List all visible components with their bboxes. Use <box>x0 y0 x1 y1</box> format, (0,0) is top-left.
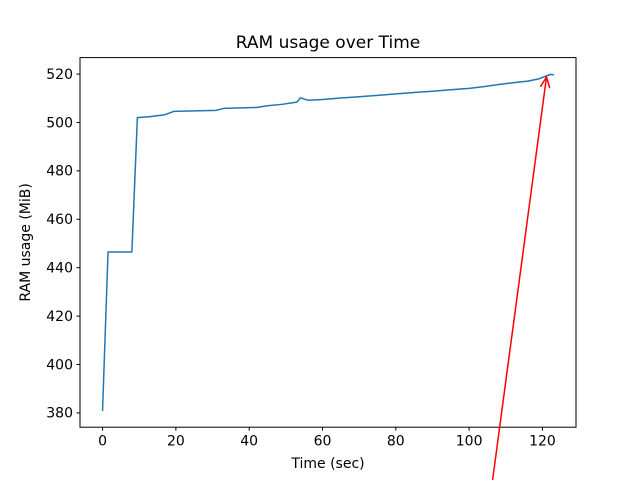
y-axis-ticks: 380 400 420 440 460 480 500 520 <box>46 67 80 422</box>
y-tick-label: 400 <box>46 357 73 373</box>
series-line <box>101 73 555 412</box>
y-tick-label: 520 <box>46 67 73 83</box>
y-tick-label: 480 <box>46 164 73 180</box>
y-tick-label: 440 <box>46 260 73 276</box>
x-tick-label: 0 <box>98 434 107 450</box>
y-tick-label: 380 <box>46 406 73 422</box>
arrow-head-barb <box>539 76 548 88</box>
annotation-arrow <box>491 76 551 480</box>
arrow-shaft <box>491 76 548 480</box>
arrow-head-barb <box>545 76 551 89</box>
x-tick-label: 120 <box>529 434 556 450</box>
x-axis-ticks: 0 20 40 60 80 100 120 <box>98 427 556 450</box>
x-tick-label: 20 <box>167 434 185 450</box>
x-axis-label: Time (sec) <box>290 456 364 472</box>
ram-usage-line <box>101 73 555 412</box>
x-tick-label: 40 <box>240 434 258 450</box>
y-tick-label: 500 <box>46 115 73 131</box>
chart-title: RAM usage over Time <box>236 33 420 53</box>
x-tick-label: 100 <box>456 434 483 450</box>
y-axis-label: RAM usage (MiB) <box>18 183 34 301</box>
x-tick-label: 80 <box>387 434 405 450</box>
y-tick-label: 460 <box>46 212 73 228</box>
y-tick-label: 420 <box>46 309 73 325</box>
plot-area <box>79 57 577 428</box>
x-tick-label: 60 <box>314 434 332 450</box>
